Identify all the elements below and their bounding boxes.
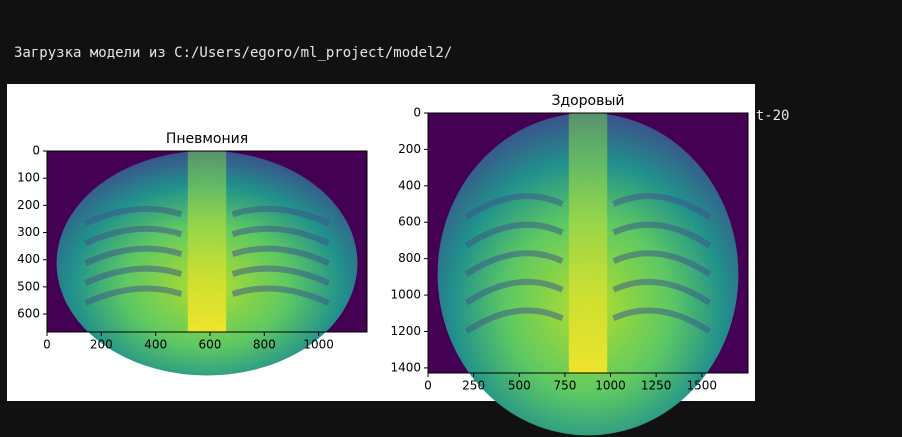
image-rib: [612, 250, 712, 277]
x-tick-label: 200: [90, 338, 113, 352]
y-tick-label: 800: [398, 251, 421, 265]
image-rib: [612, 307, 712, 334]
image-rib: [612, 193, 712, 220]
image-rib: [84, 225, 183, 247]
image-rib: [231, 225, 330, 247]
image-rib: [464, 278, 564, 306]
y-tick-label: 200: [17, 198, 40, 212]
x-tick-label: 400: [144, 338, 167, 352]
x-tick-label: 600: [199, 338, 222, 352]
image-rib: [231, 205, 330, 227]
y-tick-label: 500: [17, 279, 40, 293]
y-tick-label: 1200: [390, 324, 421, 338]
y-tick-label: 0: [413, 106, 421, 120]
image-rib: [464, 193, 564, 220]
y-tick-label: 1000: [390, 288, 421, 302]
chart-title: Здоровый: [551, 93, 624, 109]
image-rib: [84, 245, 183, 266]
x-tick-label: 0: [43, 338, 51, 352]
x-tick-label: 250: [462, 379, 485, 393]
y-tick-label: 200: [398, 142, 421, 156]
x-tick-label: 1500: [687, 379, 718, 393]
y-tick-label: 0: [32, 144, 40, 158]
x-tick-label: 750: [553, 379, 576, 393]
x-tick-label: 1250: [641, 379, 672, 393]
axes-frame: [46, 150, 368, 333]
x-tick-label: 500: [508, 379, 531, 393]
x-tick-label: 1000: [303, 338, 334, 352]
console-line: Загрузка модели из C:/Users/egoro/ml_pro…: [14, 45, 453, 62]
image-rib: [84, 205, 183, 227]
x-tick-label: 0: [424, 379, 432, 393]
image-rib: [231, 265, 330, 286]
y-tick-label: 100: [17, 171, 40, 185]
y-tick-label: 300: [17, 225, 40, 239]
image-spine: [568, 113, 608, 373]
image-rib: [612, 221, 712, 249]
x-tick-label: 1000: [595, 379, 626, 393]
image-rib: [464, 221, 564, 249]
x-tick-label: 800: [253, 338, 276, 352]
image-spine: [187, 151, 227, 332]
image-rib: [231, 285, 330, 306]
image-rib: [84, 285, 183, 306]
y-tick-label: 600: [398, 215, 421, 229]
y-tick-label: 400: [398, 178, 421, 192]
image-rib: [464, 307, 564, 334]
y-tick-label: 1400: [390, 360, 421, 374]
image-rib: [231, 245, 330, 266]
axes-frame: [427, 112, 749, 374]
image-rib: [84, 265, 183, 286]
y-tick-label: 400: [17, 252, 40, 266]
image-rib: [464, 250, 564, 277]
chart-title: Пневмония: [166, 131, 248, 147]
y-tick-label: 600: [17, 307, 40, 321]
image-rib: [612, 278, 712, 306]
